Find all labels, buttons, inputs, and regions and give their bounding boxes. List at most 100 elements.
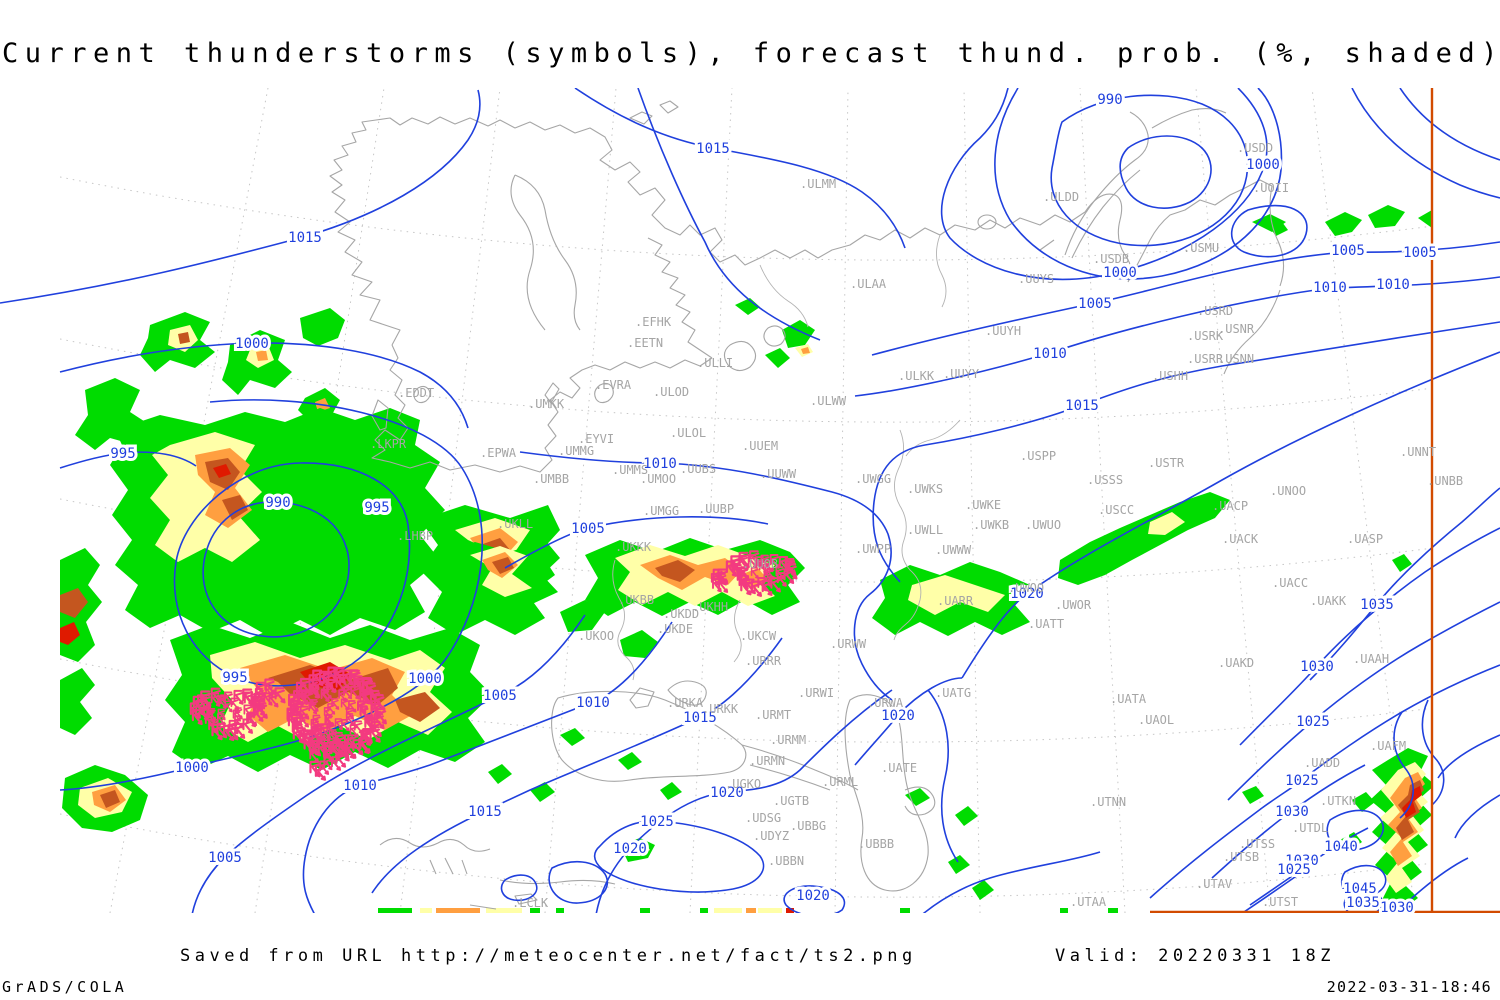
coastline <box>371 344 713 473</box>
coastline <box>629 687 655 709</box>
thunderstorm-symbol-icon <box>318 670 330 687</box>
probability-shading-y <box>908 575 1005 615</box>
probability-shading-g <box>1352 792 1375 812</box>
thunderstorm-symbol-icon <box>320 723 332 740</box>
river <box>612 559 635 681</box>
station-label: .USRK <box>1187 329 1224 343</box>
probability-shading-g <box>1418 210 1433 228</box>
isobar-label: 1035 <box>1360 597 1394 613</box>
isobar <box>504 516 769 569</box>
station-label: .UWWW <box>935 543 972 557</box>
isobar <box>1341 864 1387 898</box>
river <box>893 429 922 641</box>
coastline <box>647 237 713 359</box>
edge-shading-mark <box>436 908 480 913</box>
thunderstorm-symbol-icon <box>243 704 253 718</box>
station-label: .UUOB <box>742 557 778 571</box>
station-label: .USTR <box>1148 456 1185 470</box>
station-label: .ULDD <box>1043 190 1079 204</box>
station-label: .UBBB <box>858 837 894 851</box>
probability-shading-b <box>178 332 190 344</box>
station-label: .USRD <box>1197 304 1233 318</box>
station-label: .UWUO <box>1025 518 1061 532</box>
isobar-label: 995 <box>222 670 247 686</box>
isobar <box>1249 827 1369 906</box>
station-label: .URRR <box>745 654 782 668</box>
edge-shading-mark <box>786 908 794 913</box>
probability-shading-b <box>492 557 514 574</box>
station-label: .LHBP <box>397 529 433 543</box>
thunderstorm-symbol-icon <box>738 551 750 569</box>
station-label: .UACK <box>1222 532 1259 546</box>
station-label: .URWI <box>798 686 834 700</box>
thunderstorm-symbol-icon <box>207 708 217 721</box>
isobar <box>1211 764 1366 879</box>
coastline <box>371 399 389 431</box>
station-label: .UWGG <box>855 472 891 486</box>
station-label: .LCLK <box>512 896 549 910</box>
coastline <box>977 214 997 230</box>
thunderstorm-symbol-icon <box>312 743 322 757</box>
thunderstorm-symbol-icon <box>253 692 266 710</box>
station-label: .EDDT <box>398 386 434 400</box>
station-label: .UMBB <box>533 472 569 486</box>
station-label: .UWKE <box>965 498 1001 512</box>
probability-shading-b <box>100 790 120 808</box>
isobar-label: 1005 <box>1078 296 1112 312</box>
probability-shading-g <box>618 752 642 770</box>
station-label: .UASP <box>1347 532 1383 546</box>
isobar <box>593 820 765 893</box>
thunderstorm-symbol-icon <box>312 714 322 728</box>
isobar <box>940 88 1268 281</box>
layer-boundary <box>1150 88 1500 913</box>
station-label: .UWKB <box>973 518 1009 532</box>
probability-shading-g <box>660 782 682 800</box>
isobar-label: 1015 <box>1065 398 1099 414</box>
thunderstorm-symbol-icon <box>365 682 377 699</box>
thunderstorm-symbol-icon <box>297 689 308 705</box>
station-label: .UAOL <box>1138 713 1174 727</box>
isobar-label: 1005 <box>571 521 605 537</box>
layer-coastlines <box>329 100 1285 910</box>
isobar <box>872 321 1500 583</box>
thunderstorm-symbol-icon <box>361 677 373 694</box>
station-label: .EYVI <box>578 432 614 446</box>
station-label: .UBBG <box>790 819 826 833</box>
isobar-label: 1020 <box>1010 586 1044 602</box>
station-label: .USNN <box>1218 352 1254 366</box>
station-label: .USPP <box>1020 449 1056 463</box>
thunderstorm-symbol-icon <box>327 738 336 751</box>
probability-shading-g <box>1392 554 1412 572</box>
isobar-label: 1010 <box>1033 346 1067 362</box>
station-label: .LKPR <box>370 437 407 451</box>
thunderstorm-symbol-icon <box>230 697 240 711</box>
station-label: .UKKK <box>615 540 652 554</box>
station-label: .UTSS <box>1239 837 1275 851</box>
probability-shading-g <box>735 298 760 315</box>
graticule-line <box>963 88 981 913</box>
isobar <box>994 88 1283 280</box>
station-label: .USNR <box>1218 322 1255 336</box>
station-label: .UWOR <box>1055 598 1092 612</box>
probability-shading-g <box>905 788 930 806</box>
isobar-label: 1000 <box>1246 157 1280 173</box>
isobar <box>59 451 197 469</box>
station-label: .UUBS <box>680 462 716 476</box>
isobar <box>59 399 484 791</box>
isobar-label: 1005 <box>1403 245 1437 261</box>
isobar <box>1437 734 1500 779</box>
thunderstorm-symbol-icon <box>325 714 334 726</box>
thunderstorm-symbol-icon <box>348 669 360 686</box>
thunderstorm-symbol-icon <box>309 760 321 778</box>
isobar <box>1351 88 1500 199</box>
layer-rivers <box>612 234 961 681</box>
isobar <box>1227 601 1500 801</box>
isobar <box>519 451 893 701</box>
station-label: .EPWA <box>480 446 517 460</box>
edge-shading-mark <box>758 908 782 913</box>
thunderstorm-symbol-icon <box>757 577 768 592</box>
isobar-label: 1000 <box>408 671 442 687</box>
station-label: .ULKK <box>898 369 935 383</box>
thunderstorm-symbol-icon <box>268 692 279 708</box>
timestamp-caption: 2022-03-31-18:46 <box>1326 978 1492 996</box>
